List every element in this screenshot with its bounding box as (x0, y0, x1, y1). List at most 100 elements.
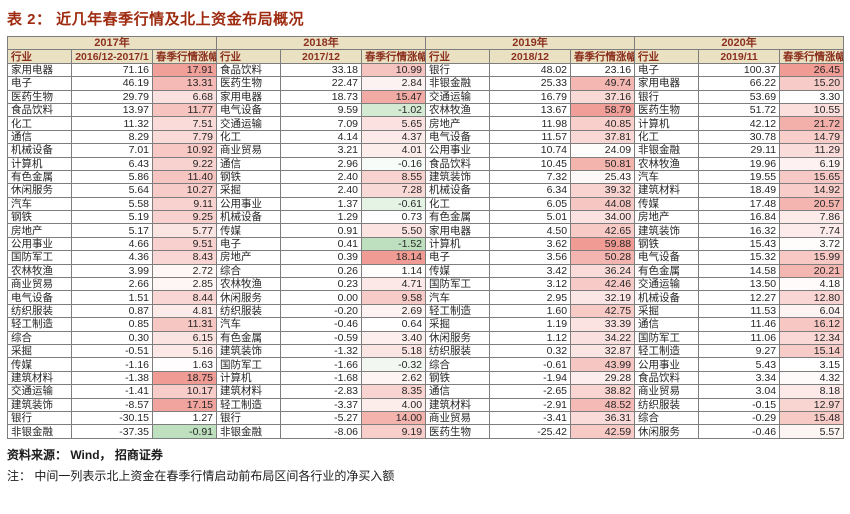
net-buy-cell: 3.56 (489, 250, 572, 265)
industry-cell: 食品饮料 (7, 102, 72, 118)
net-buy-cell: 33.18 (280, 62, 363, 78)
industry-cell: 建筑装饰 (634, 223, 700, 238)
net-buy-cell: -0.51 (71, 343, 153, 359)
net-buy-cell: 3.62 (489, 236, 572, 252)
gain-cell: 32.87 (570, 343, 636, 359)
industry-cell: 家用电器 (634, 76, 700, 91)
gain-cell: 11.29 (779, 143, 845, 158)
gain-cell: -1.02 (361, 102, 427, 118)
industry-cell: 商业贸易 (216, 143, 282, 158)
gain-cell: 15.99 (779, 250, 845, 265)
gain-cell: 2.69 (361, 303, 427, 319)
industry-column-header: 行业 (634, 49, 700, 64)
industry-cell: 有色金属 (634, 263, 700, 279)
net-buy-cell: -0.15 (698, 397, 781, 412)
gain-column-header: 春季行情涨幅 (151, 49, 218, 64)
net-buy-cell: 1.37 (280, 196, 363, 212)
net-buy-cell: 18.49 (698, 183, 781, 198)
net-buy-cell: 0.87 (71, 303, 153, 319)
industry-cell: 国防军工 (634, 330, 700, 345)
net-buy-cell: -1.68 (280, 370, 363, 386)
table-row: 化工 11.32 7.51 交通运输 7.09 5.65 房地产 11.98 40.85 计算机 4… (7, 116, 845, 131)
industry-cell: 农林牧渔 (7, 263, 72, 279)
gain-column-header: 春季行情涨幅 (570, 49, 636, 64)
gain-cell: 7.79 (151, 129, 218, 145)
industry-cell: 综合 (425, 357, 491, 372)
net-buy-cell: 0.85 (71, 317, 153, 332)
industry-cell: 传媒 (216, 223, 282, 238)
industry-cell: 交通运输 (425, 89, 491, 104)
year-header: 2019年 (425, 35, 636, 51)
gain-cell: 32.19 (570, 290, 636, 305)
table-row: 国防军工 4.36 8.43 房地产 0.39 18.14 电子 3.56 50.28 电气设备 1… (7, 250, 845, 265)
industry-cell: 轻工制造 (634, 343, 700, 359)
industry-cell: 通信 (634, 317, 700, 332)
industry-cell: 国防军工 (216, 357, 282, 372)
industry-cell: 通信 (7, 129, 72, 145)
gain-cell: 40.85 (570, 116, 636, 131)
net-buy-cell: 4.36 (71, 250, 153, 265)
industry-cell: 建筑材料 (216, 384, 282, 399)
industry-cell: 计算机 (425, 236, 491, 252)
gain-cell: -0.61 (361, 196, 427, 212)
industry-cell: 休闲服务 (425, 330, 491, 345)
net-buy-cell: -5.27 (280, 410, 363, 426)
gain-cell: 10.92 (151, 143, 218, 158)
industry-cell: 通信 (425, 384, 491, 399)
industry-cell: 钢铁 (216, 169, 282, 185)
gain-cell: 6.15 (151, 330, 218, 345)
industry-cell: 交通运输 (216, 116, 282, 131)
net-buy-cell: -3.41 (489, 410, 572, 426)
net-buy-cell: 71.16 (71, 62, 153, 78)
industry-cell: 农林牧渔 (634, 156, 700, 171)
net-buy-cell: 13.67 (489, 102, 572, 118)
gain-cell: 4.00 (361, 397, 427, 412)
industry-cell: 汽车 (634, 169, 700, 185)
net-buy-cell: 1.51 (71, 290, 153, 305)
net-buy-cell: 11.46 (698, 317, 781, 332)
industry-cell: 非银金融 (634, 143, 700, 158)
table-row: 银行 -30.15 1.27 银行 -5.27 14.00 商业贸易 -3.41 36.31 综合… (7, 410, 845, 426)
net-buy-cell: -3.37 (280, 397, 363, 412)
column-header-row: 行业 2016/12-2017/1 春季行情涨幅 行业 2017/12 春季行情涨幅 行业 2… (7, 49, 845, 64)
industry-cell: 交通运输 (634, 277, 700, 292)
industry-cell: 电气设备 (216, 102, 282, 118)
industry-cell: 纺织服装 (425, 343, 491, 359)
gain-cell: 15.48 (779, 410, 845, 426)
net-buy-cell: 4.14 (280, 129, 363, 145)
industry-cell: 计算机 (216, 370, 282, 386)
net-buy-cell: 6.05 (489, 196, 572, 212)
industry-cell: 有色金属 (7, 169, 72, 185)
gain-cell: 50.28 (570, 250, 636, 265)
gain-cell: 29.28 (570, 370, 636, 386)
gain-cell: 20.21 (779, 263, 845, 279)
industry-cell: 电子 (634, 62, 700, 78)
net-buy-cell: 0.26 (280, 263, 363, 279)
gain-cell: 8.55 (361, 169, 427, 185)
gain-cell: 7.51 (151, 116, 218, 131)
net-buy-cell: 5.58 (71, 196, 153, 212)
industry-cell: 国防军工 (7, 250, 72, 265)
gain-cell: 5.50 (361, 223, 427, 238)
gain-cell: 20.57 (779, 196, 845, 212)
table-row: 商业贸易 2.66 2.85 农林牧渔 0.23 4.71 国防军工 3.12 42.46 交通运… (7, 277, 845, 292)
gain-cell: 59.88 (570, 236, 636, 252)
gain-cell: 6.68 (151, 89, 218, 104)
net-buy-cell: 3.21 (280, 143, 363, 158)
gain-cell: 38.82 (570, 384, 636, 399)
industry-cell: 化工 (425, 196, 491, 212)
net-buy-cell: 2.40 (280, 169, 363, 185)
net-buy-cell: 2.40 (280, 183, 363, 198)
net-buy-cell: 0.41 (280, 236, 363, 252)
gain-cell: 10.27 (151, 183, 218, 198)
table-row: 食品饮料 13.97 11.77 电气设备 9.59 -1.02 农林牧渔 13.67 58.7… (7, 102, 845, 118)
table-row: 农林牧渔 3.99 2.72 综合 0.26 1.14 传媒 3.42 36.24 有色金属 14.… (7, 263, 845, 279)
industry-cell: 计算机 (634, 116, 700, 131)
period-column-header: 2016/12-2017/1 (71, 49, 153, 64)
table-row: 轻工制造 0.85 11.31 汽车 -0.46 0.64 采掘 1.19 33.39 通信 11.… (7, 317, 845, 332)
net-buy-cell: 0.91 (280, 223, 363, 238)
net-buy-cell: 14.58 (698, 263, 781, 279)
net-buy-cell: 16.32 (698, 223, 781, 238)
gain-cell: 9.51 (151, 236, 218, 252)
net-buy-cell: 3.04 (698, 384, 781, 399)
